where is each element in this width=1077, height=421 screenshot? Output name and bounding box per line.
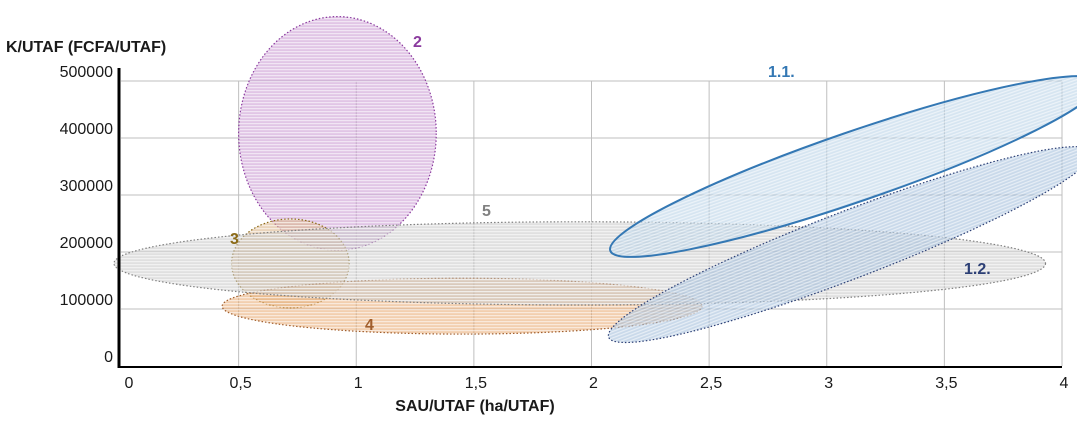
y-tick-label: 200000 — [60, 235, 113, 252]
y-tick-label: 500000 — [60, 64, 113, 81]
x-tick-label: 4 — [1060, 375, 1069, 392]
cluster-label-2: 2 — [413, 34, 422, 51]
cluster-2-hatch — [239, 17, 437, 251]
cluster-2 — [239, 17, 437, 251]
y-tick-labels: 0 100000 200000 300000 400000 500000 — [60, 64, 113, 366]
x-tick-label: 1 — [354, 375, 363, 392]
y-tick-label: 300000 — [60, 178, 113, 195]
x-tick-label: 1,5 — [465, 375, 487, 392]
y-axis-title: K/UTAF (FCFA/UTAF) — [6, 39, 166, 56]
y-tick-label: 100000 — [60, 292, 113, 309]
cluster-label-3: 3 — [230, 231, 239, 248]
cluster-label-4: 4 — [365, 317, 374, 334]
x-tick-label: 2,5 — [700, 375, 722, 392]
x-tick-label: 2 — [589, 375, 598, 392]
x-tick-label: 3,5 — [935, 375, 957, 392]
x-tick-labels: 0 0,5 1 1,5 2 2,5 3 3,5 4 — [125, 375, 1069, 392]
cluster-label-12: 1.2. — [964, 261, 991, 278]
y-tick-label: 0 — [104, 349, 113, 366]
clusters — [114, 17, 1077, 369]
y-tick-label: 400000 — [60, 121, 113, 138]
cluster-label-11: 1.1. — [768, 64, 795, 81]
x-tick-label: 0 — [125, 375, 134, 392]
cluster-label-5: 5 — [482, 203, 491, 220]
x-tick-label: 0,5 — [230, 375, 252, 392]
x-tick-label: 3 — [824, 375, 833, 392]
x-axis-title: SAU/UTAF (ha/UTAF) — [395, 398, 554, 415]
